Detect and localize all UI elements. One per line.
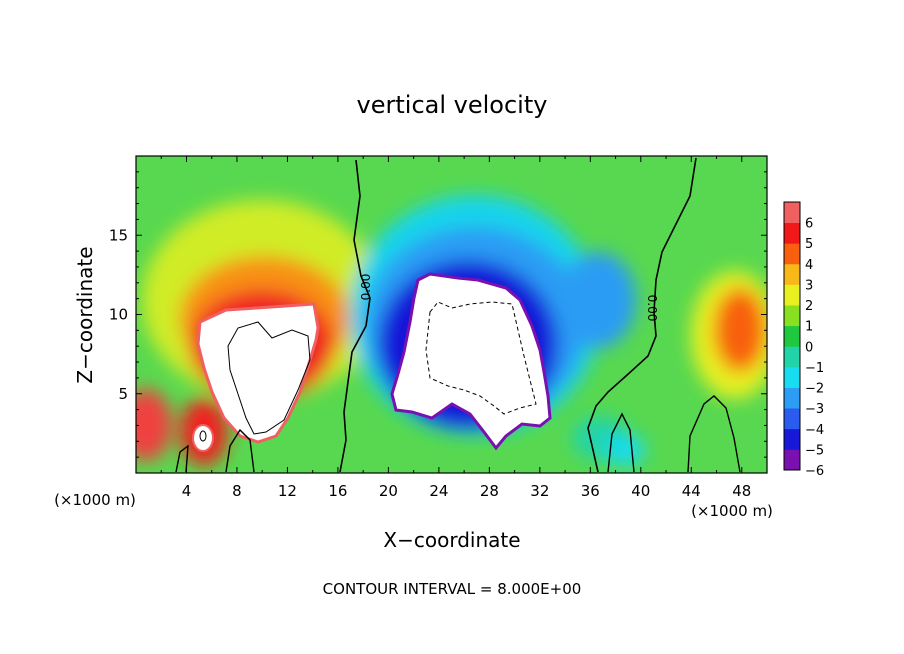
x-unit-right: (×1000 m) <box>691 502 773 520</box>
x-unit-left: (×1000 m) <box>54 491 136 509</box>
contour-interval-note: CONTOUR INTERVAL = 8.000E+00 <box>323 580 582 598</box>
contour-plus-8-small <box>199 430 207 442</box>
x-tick-label: 8 <box>232 482 242 500</box>
colorbar-tick-label: −3 <box>805 402 824 417</box>
contour-label-zero-right: 0.00 <box>645 295 659 322</box>
field-small-core-white <box>192 424 214 452</box>
y-tick-label: 5 <box>118 385 128 403</box>
contour-plus-8-updraft <box>227 321 311 435</box>
zero-contour-left <box>339 159 371 473</box>
colorbar-tick-label: 1 <box>805 320 813 335</box>
colorbar-tick-label: 0 <box>805 340 813 355</box>
colorbar-tick-label: 6 <box>805 217 813 232</box>
colorbar-tick-label: 4 <box>805 258 813 273</box>
colorbar-swatch <box>784 428 800 450</box>
field-updraft-core-white <box>196 302 320 444</box>
x-tick-label: 20 <box>379 482 398 500</box>
colorbar-swatch <box>784 305 800 327</box>
colorbar-swatch <box>784 284 800 306</box>
colorbar-tick-label: −1 <box>805 361 824 376</box>
field-updraft-right-orange <box>714 288 766 372</box>
y-tick-label: 15 <box>109 226 128 244</box>
colorbar-tick-label: 2 <box>805 299 813 314</box>
chart-title: vertical velocity <box>357 91 548 119</box>
colorbar-swatch <box>784 366 800 388</box>
zero-contour-low-4 <box>687 395 741 473</box>
x-tick-label: 44 <box>682 482 701 500</box>
colorbar: −6 −5 −4 −3 −2 −1 0 1 2 3 4 5 6 <box>783 201 824 479</box>
y-tick-label: 10 <box>109 306 128 324</box>
x-tick-label: 48 <box>732 482 751 500</box>
zero-contour-low-2 <box>175 444 189 473</box>
colorbar-swatch <box>784 243 800 265</box>
x-tick-label: 36 <box>581 482 600 500</box>
y-axis-label: Z−coordinate <box>73 246 97 383</box>
x-tick-label: 4 <box>182 482 192 500</box>
plot-area <box>136 156 767 473</box>
colorbar-swatch <box>784 346 800 368</box>
colorbar-swatch <box>784 408 800 430</box>
colorbar-swatch <box>784 325 800 347</box>
colorbar-tick-label: 5 <box>805 237 813 252</box>
colorbar-tick-label: −2 <box>805 382 824 397</box>
colorbar-tick-label: 3 <box>805 278 813 293</box>
x-tick-label: 24 <box>429 482 448 500</box>
contour-label-zero-left: 0.00 <box>359 274 373 301</box>
colorbar-swatch <box>784 449 800 471</box>
x-axis: 4 8 12 16 20 24 28 32 36 40 44 48 <box>160 156 751 500</box>
colorbar-tick-label: −5 <box>805 443 824 458</box>
x-tick-label: 32 <box>530 482 549 500</box>
zero-contour-low-3 <box>607 412 635 473</box>
colorbar-swatch <box>784 202 800 224</box>
x-tick-label: 16 <box>328 482 347 500</box>
colorbar-frame <box>783 201 801 471</box>
x-axis-label: X−coordinate <box>383 528 520 552</box>
field-lower-cyan-2 <box>605 434 645 466</box>
colorbar-tick-label: −6 <box>805 464 824 479</box>
colorbar-swatch <box>784 263 800 285</box>
x-tick-label: 28 <box>480 482 499 500</box>
colorbar-tick-label: −4 <box>805 423 824 438</box>
x-tick-label: 12 <box>278 482 297 500</box>
contour-minus-8-downdraft <box>425 301 537 415</box>
zero-contour-low-1 <box>225 428 255 473</box>
field-left-edge-red <box>136 389 172 461</box>
zero-contour-right <box>587 157 697 473</box>
y-axis: 5 10 15 <box>109 171 767 458</box>
colorbar-swatch <box>784 387 800 409</box>
field-downdraft-core-white <box>390 272 552 451</box>
colorbar-swatch <box>784 222 800 244</box>
x-tick-label: 40 <box>631 482 650 500</box>
field-downdraft-blue-right <box>560 252 636 348</box>
